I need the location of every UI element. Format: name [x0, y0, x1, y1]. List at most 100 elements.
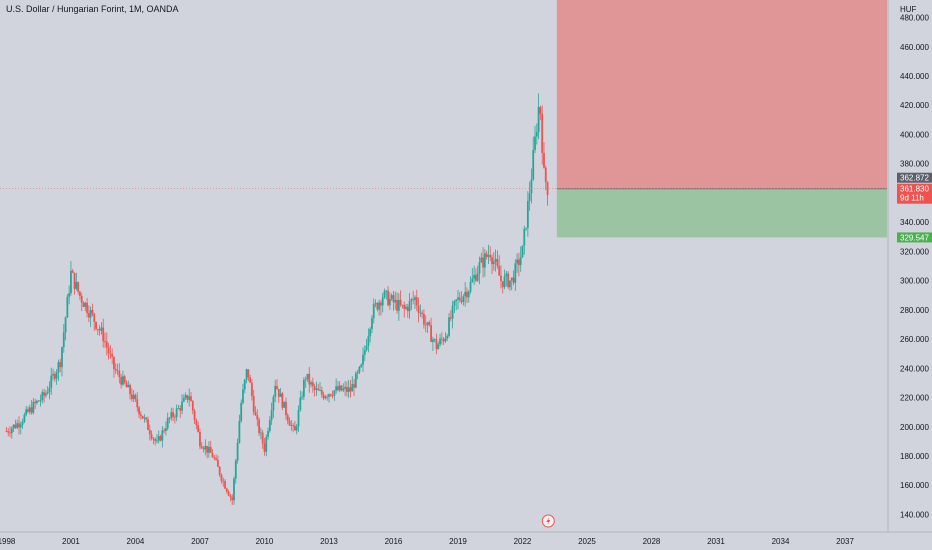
candle-body [492, 261, 495, 265]
candle-body [369, 328, 372, 337]
candle-body [34, 401, 37, 404]
candle-body [279, 393, 282, 397]
candle-body [182, 397, 185, 402]
candle-body [530, 179, 533, 194]
candle-body [100, 327, 103, 331]
candle-body [39, 400, 42, 402]
candle-body [380, 302, 382, 306]
candle-body [449, 317, 452, 319]
candle-body [96, 328, 99, 330]
candle-body [528, 193, 531, 201]
stop-loss-zone[interactable] [556, 0, 887, 189]
x-tick-label: 2025 [578, 537, 596, 546]
candle-body [292, 425, 295, 427]
candle-body [233, 478, 235, 501]
candle-body [270, 410, 273, 421]
time-axis-panel[interactable] [0, 532, 932, 550]
candle-body [512, 277, 515, 283]
candle-body [114, 369, 117, 371]
candle-body [521, 245, 524, 258]
candle-body [102, 327, 105, 342]
candle-body [68, 293, 71, 297]
candle-body [143, 417, 146, 419]
candle-body [52, 374, 54, 376]
take-profit-zone[interactable] [556, 188, 887, 238]
candle-body [501, 281, 504, 288]
candle-body [75, 282, 78, 289]
candle-body [277, 388, 280, 397]
candle-body [387, 290, 389, 306]
y-tick-label: 180.000 [900, 452, 929, 461]
candle-body [10, 428, 13, 434]
candle-body [44, 393, 47, 396]
candle-body [71, 270, 74, 273]
candle-body [372, 304, 375, 319]
candle-body [70, 270, 72, 294]
candle-body [116, 370, 119, 372]
candle-body [87, 313, 90, 318]
candle-body [288, 420, 291, 426]
candle-body [331, 395, 334, 397]
y-tick-label: 300.000 [900, 277, 929, 286]
candle-body [306, 373, 309, 380]
x-tick-label: 2028 [643, 537, 661, 546]
candle-body [64, 317, 67, 333]
candle-body [458, 297, 461, 301]
price-axis-panel[interactable] [888, 0, 932, 550]
candle-body [258, 419, 260, 434]
candle-body [353, 384, 355, 388]
candle-body [496, 259, 499, 267]
candle-body [195, 420, 198, 426]
candle-body [356, 372, 359, 374]
candle-body [27, 409, 29, 412]
candle-body [130, 394, 133, 400]
candle-body [290, 425, 293, 427]
candle-body [363, 350, 366, 355]
last-price-badge [897, 183, 932, 204]
candle-body [227, 491, 230, 496]
candle-body [457, 297, 459, 300]
candle-body [489, 255, 492, 258]
candle-body [534, 136, 536, 150]
candle-body [483, 253, 486, 268]
y-tick-label: 240.000 [900, 364, 929, 373]
candle-body [211, 452, 214, 458]
y-tick-label: 320.000 [900, 247, 929, 256]
candle-body [157, 436, 160, 441]
candle-body [455, 299, 458, 302]
candle-body [392, 295, 395, 303]
candle-body [362, 354, 364, 365]
candle-body [333, 390, 336, 396]
candle-body [285, 401, 287, 416]
candle-body [276, 385, 278, 389]
candle-body [199, 431, 201, 447]
candle-body [61, 347, 63, 368]
candle-body [193, 410, 196, 421]
candle-body [139, 414, 142, 416]
candle-body [177, 408, 180, 409]
candle-body [213, 457, 216, 459]
candle-body [390, 295, 393, 299]
candle-body [125, 382, 128, 388]
candle-body [107, 347, 110, 354]
candle-body [188, 396, 191, 400]
candle-body [229, 495, 232, 497]
position-tool[interactable] [556, 0, 887, 238]
candle-body [165, 428, 167, 431]
candle-body [453, 301, 456, 306]
candle-body [145, 417, 148, 420]
candle-body [256, 415, 259, 420]
overlay [0, 188, 888, 528]
candle-body [127, 384, 130, 388]
candle-body [30, 407, 33, 413]
candle-body [89, 310, 92, 318]
candle-body [482, 257, 484, 268]
candle-body [310, 382, 312, 385]
candle-body [184, 395, 187, 398]
candle-body [412, 299, 415, 301]
candle-body [541, 113, 544, 153]
candle-body [294, 425, 296, 431]
candle-body [297, 409, 300, 427]
